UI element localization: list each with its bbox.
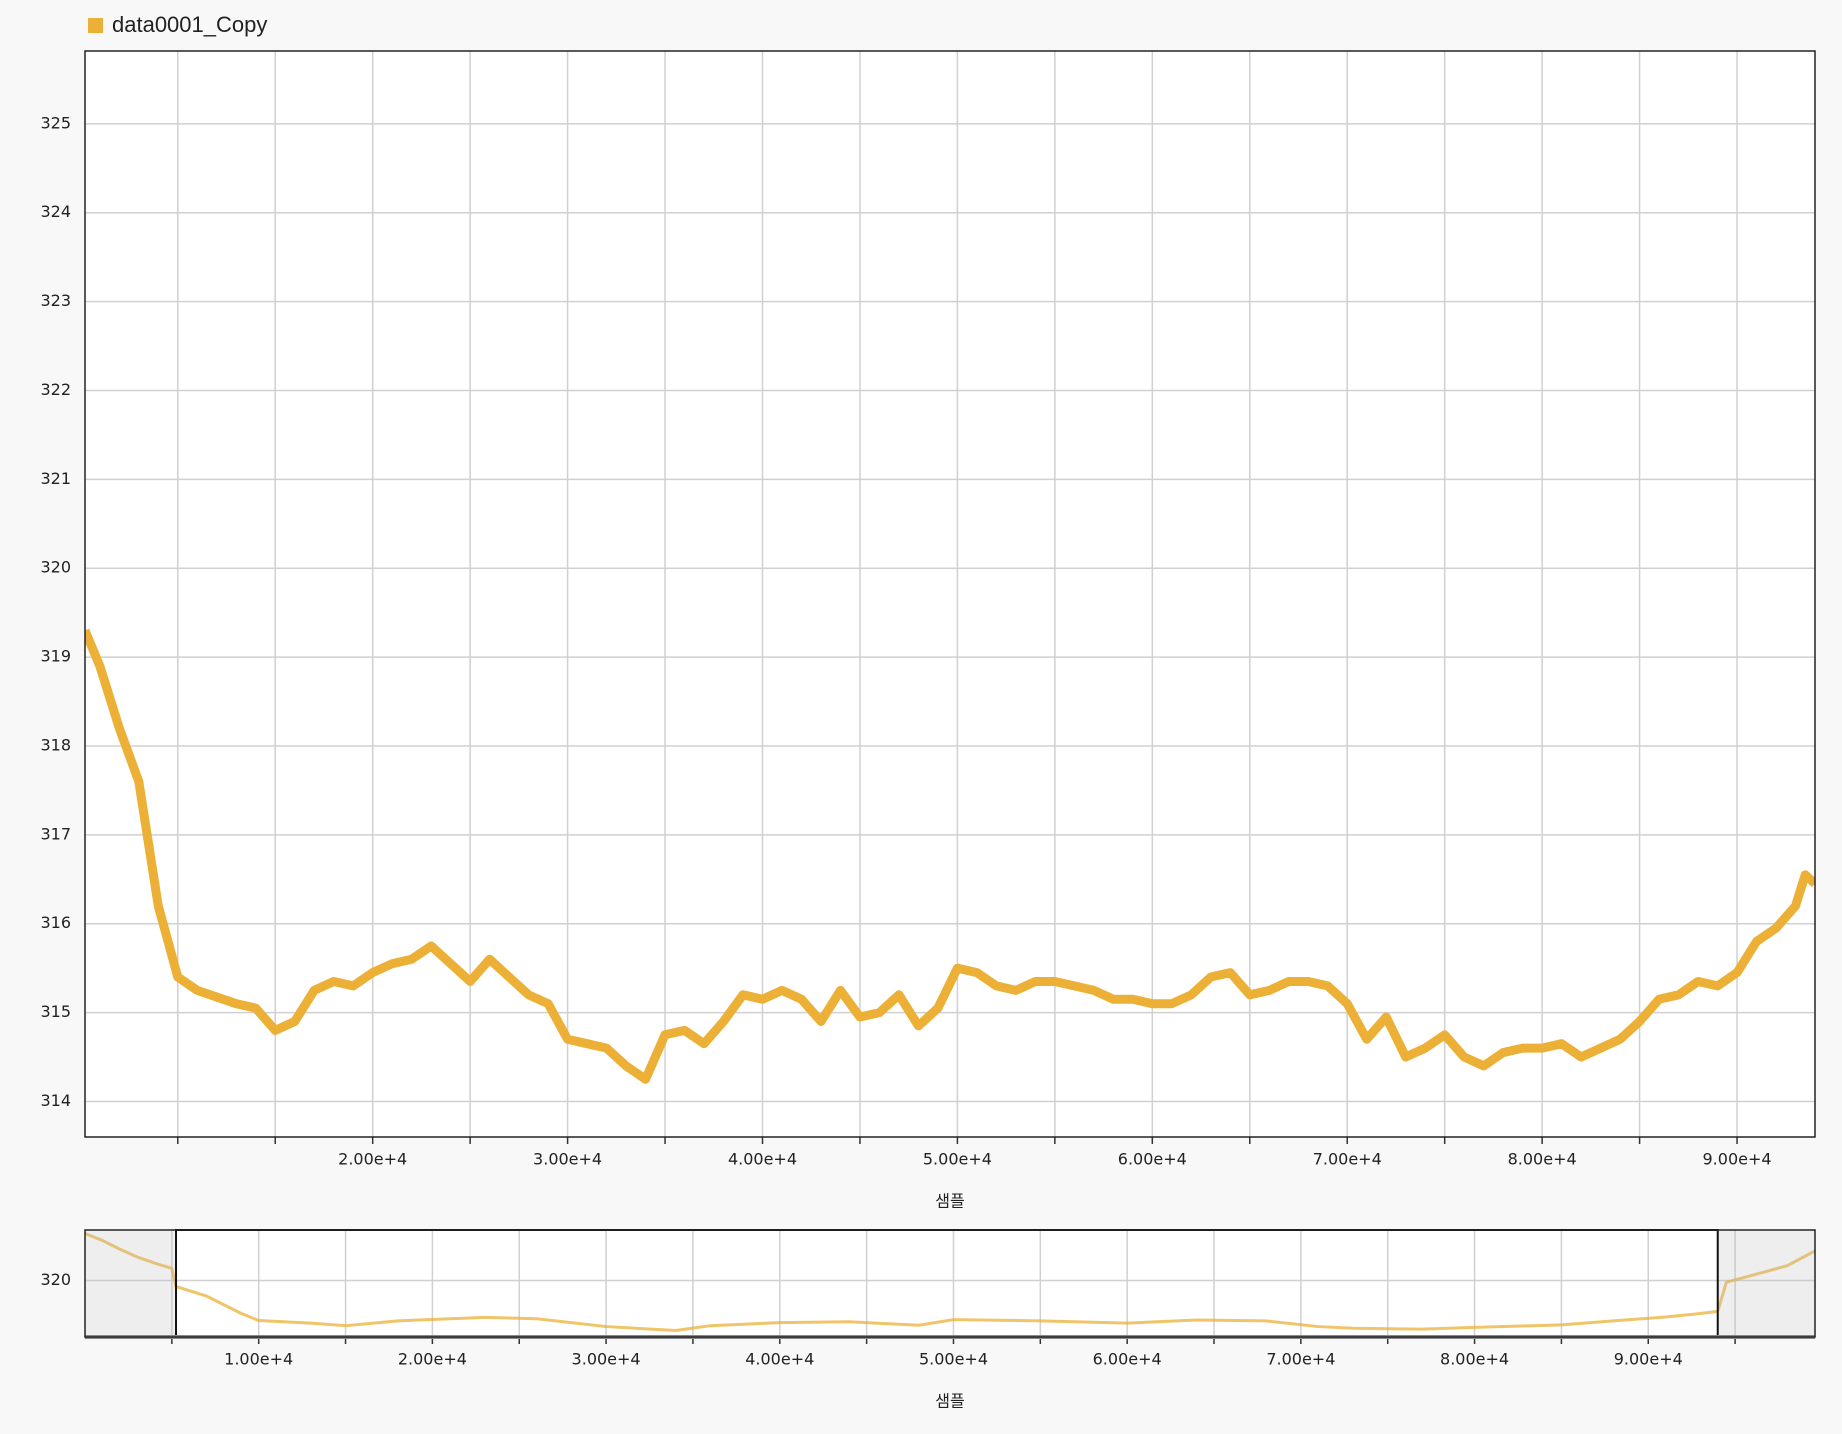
legend-label: data0001_Copy: [112, 12, 267, 37]
x-tick-label: 2.00e+4: [338, 1150, 407, 1169]
x-tick-label: 2.00e+4: [398, 1350, 467, 1369]
x-tick-label: 4.00e+4: [728, 1150, 797, 1169]
plot-border: [84, 1229, 1816, 1338]
x-tick-label: 6.00e+4: [1118, 1150, 1187, 1169]
x-tick-label: 7.00e+4: [1266, 1350, 1335, 1369]
y-tick-label: 319: [40, 647, 71, 666]
y-tick-label: 316: [40, 913, 71, 932]
y-tick-label: 320: [40, 558, 71, 577]
data-line: [85, 1232, 1815, 1332]
y-tick-label: 321: [40, 469, 71, 488]
y-tick-label: 324: [40, 202, 71, 221]
unselected-range: [1717, 1230, 1815, 1337]
x-tick-label: 5.00e+4: [919, 1350, 988, 1369]
unselected-range: [85, 1230, 177, 1337]
x-tick-label: 3.00e+4: [533, 1150, 602, 1169]
x-tick-label: 4.00e+4: [745, 1350, 814, 1369]
y-tick-label: 318: [40, 735, 71, 754]
x-tick-label: 8.00e+4: [1508, 1150, 1577, 1169]
x-tick-label: 8.00e+4: [1440, 1350, 1509, 1369]
y-tick-label: 323: [40, 291, 71, 310]
y-tick-label: 325: [40, 113, 71, 132]
x-tick-label: 1.00e+4: [224, 1350, 293, 1369]
y-tick-label: 320: [40, 1270, 71, 1289]
x-tick-label: 9.00e+4: [1703, 1150, 1772, 1169]
data-line: [85, 628, 1815, 1084]
x-tick-label: 5.00e+4: [923, 1150, 992, 1169]
x-tick-label: 9.00e+4: [1614, 1350, 1683, 1369]
y-tick-label: 315: [40, 1002, 71, 1021]
x-tick-label: 7.00e+4: [1313, 1150, 1382, 1169]
x-tick-label: 6.00e+4: [1093, 1350, 1162, 1369]
x-axis-label: 샘플: [935, 1392, 964, 1411]
x-axis-label: 샘플: [935, 1192, 964, 1211]
y-tick-label: 314: [40, 1091, 71, 1110]
legend-swatch: [88, 18, 103, 33]
plot-border: [84, 50, 1816, 1138]
y-tick-label: 322: [40, 380, 71, 399]
x-tick-label: 3.00e+4: [572, 1350, 641, 1369]
y-tick-label: 317: [40, 824, 71, 843]
